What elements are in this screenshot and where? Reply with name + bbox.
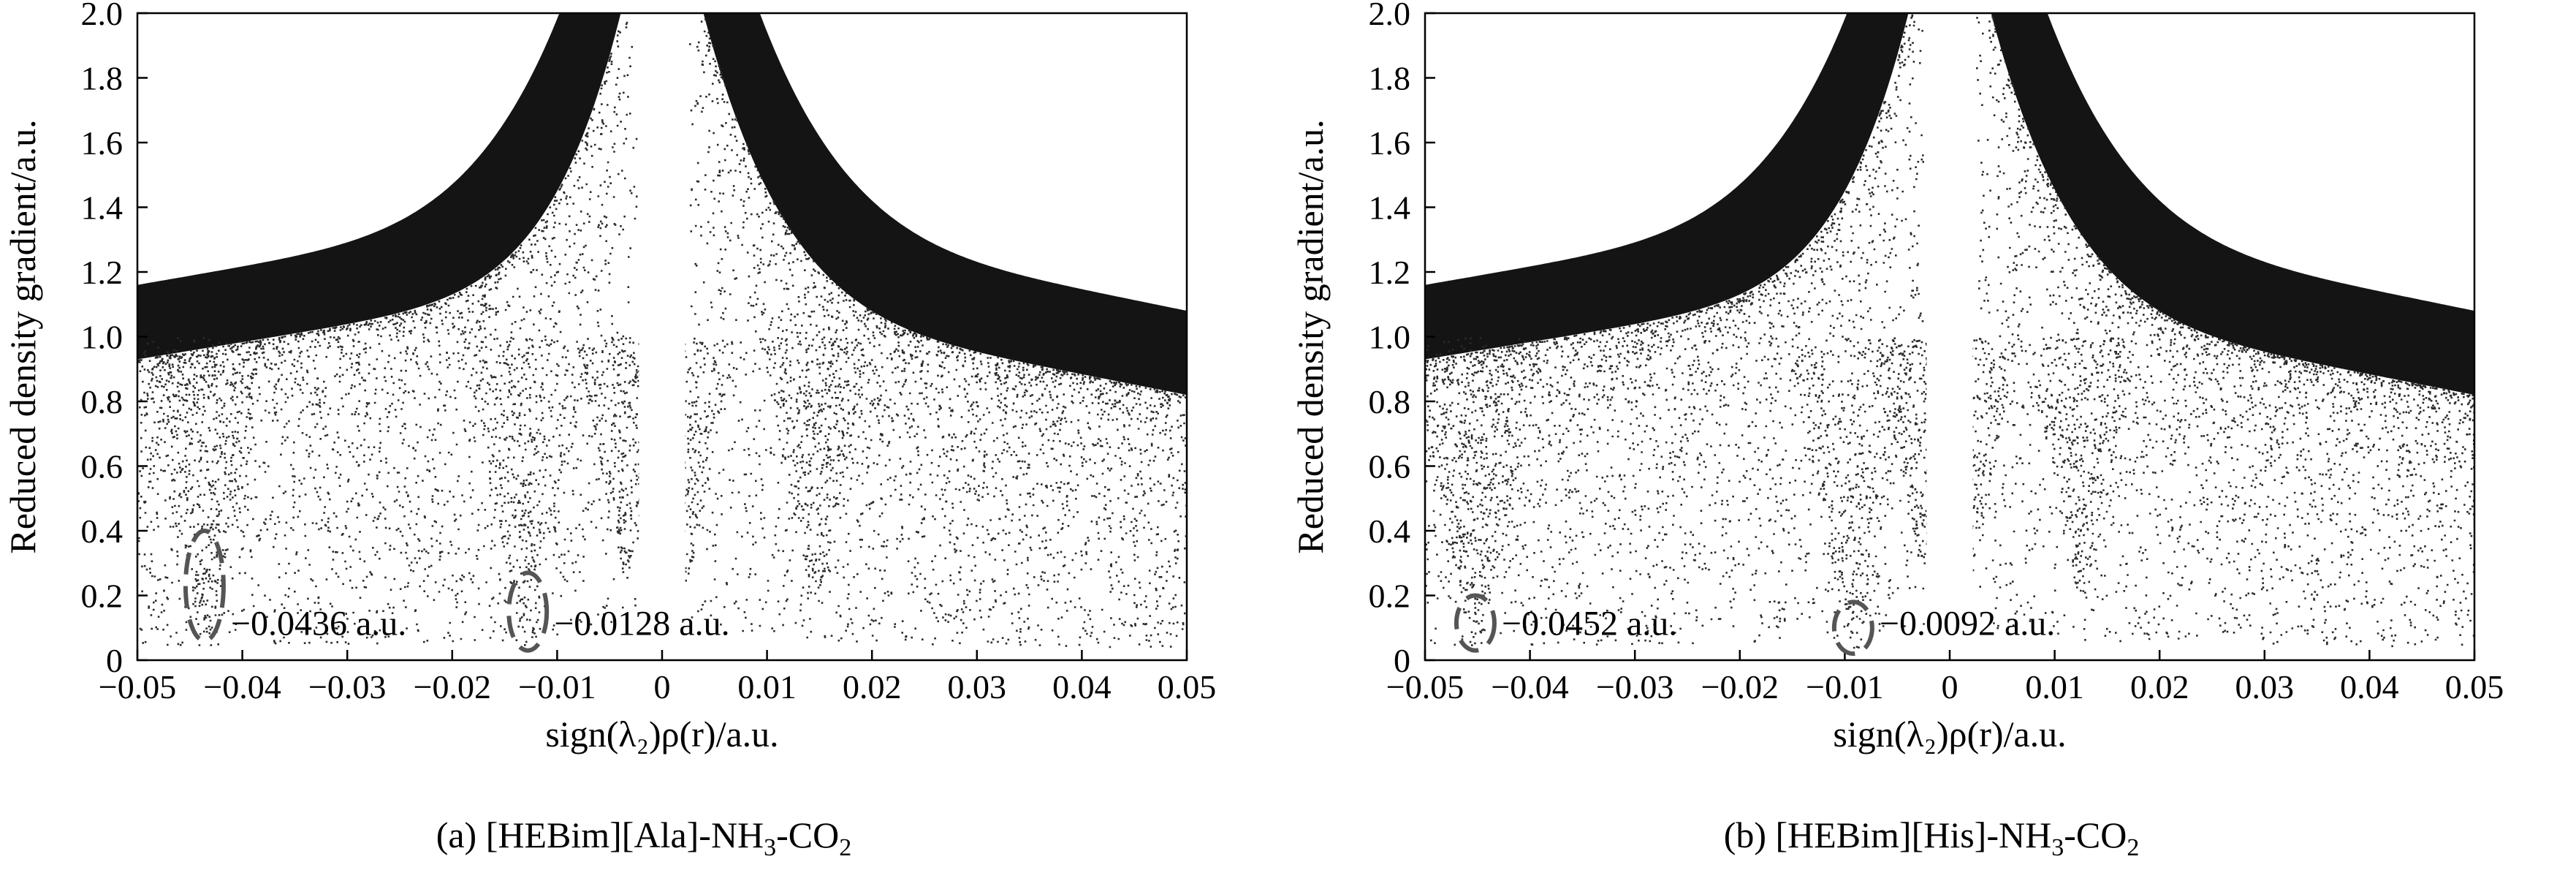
- y-tick-label: 1.2: [1369, 254, 1411, 291]
- y-tick-label: 0.6: [1369, 448, 1411, 485]
- annotation-label: −0.0452 a.u.: [1502, 604, 1677, 643]
- scatter-plot-b: −0.05 −0.04 −0.03 −0.02 −0.01 0 0.01 0.02 0.03 0.…: [1290, 0, 2504, 754]
- annotation-ellipse: [506, 570, 550, 653]
- y-tick-label: 1.8: [81, 60, 124, 97]
- scatter-points: [1425, 13, 2474, 660]
- chart-panel-b: −0.05 −0.04 −0.03 −0.02 −0.01 0 0.01 0.02 0.03 0.…: [1288, 0, 2575, 866]
- x-tick-label: −0.04: [203, 668, 281, 706]
- annotation-ellipse: [1454, 593, 1497, 653]
- x-tick-label: 0.03: [948, 668, 1007, 706]
- annotation-label: −0.0128 a.u.: [554, 604, 729, 643]
- x-tick-label: −0.03: [1596, 668, 1673, 706]
- x-tick-label: −0.01: [518, 668, 596, 706]
- y-tick-label: 1.4: [81, 189, 124, 227]
- y-tick-label: 0.6: [81, 448, 124, 485]
- y-tick-label: 1.0: [1369, 319, 1411, 356]
- x-axis-label: sign(λ₂)ρ(r)/a.u.: [1833, 714, 2066, 754]
- caption-b: (b) [HEBim][His]-NH3-CO2: [1723, 814, 2140, 861]
- y-tick-label: 0.8: [1369, 383, 1411, 420]
- x-tick-label: −0.05: [99, 668, 176, 706]
- y-tick-label: 0.4: [1369, 512, 1411, 550]
- x-tick-label: −0.05: [1386, 668, 1464, 706]
- scatter-plot-a: −0.05 −0.04 −0.03 −0.02 −0.01 0 0.01 0.02 0.03 0.…: [2, 0, 1217, 754]
- x-tick-label: 0.04: [1052, 668, 1112, 706]
- sparse-points: [1425, 13, 2474, 649]
- annotation-label: −0.0436 a.u.: [231, 604, 406, 643]
- annotation-ellipse: [1831, 599, 1874, 657]
- y-tick-label: 0.4: [81, 512, 124, 550]
- x-tick-label: 0.02: [843, 668, 902, 706]
- x-tick-label: −0.02: [414, 668, 491, 706]
- y-tick-label: 0.2: [81, 578, 124, 615]
- caption-a: (a) [HEBim][Ala]-NH3-CO2: [436, 814, 852, 861]
- y-tick-label: 1.6: [81, 124, 124, 162]
- y-tick-label: 1.4: [1369, 189, 1411, 227]
- empty-region-left: [137, 13, 560, 285]
- y-tick-label: 0.2: [1369, 578, 1411, 615]
- y-tick-label: 1.2: [81, 254, 124, 291]
- zero-gap: [1926, 13, 1973, 660]
- annotation-label: −0.0092 a.u.: [1880, 604, 2055, 643]
- x-tick-label: 0.01: [2025, 668, 2084, 706]
- empty-region-left: [1425, 13, 1847, 285]
- zero-gap: [639, 13, 685, 660]
- x-axis-label: sign(λ₂)ρ(r)/a.u.: [545, 714, 778, 754]
- annotation-ellipse: [183, 529, 226, 643]
- x-tick-label: 0.05: [2445, 668, 2504, 706]
- x-tick-label: 0.02: [2130, 668, 2189, 706]
- x-tick-label: −0.01: [1806, 668, 1883, 706]
- x-tick-label: 0: [654, 668, 671, 706]
- scatter-points: [137, 13, 1187, 660]
- y-tick-label: 1.0: [81, 319, 124, 356]
- x-tick-label: 0.03: [2235, 668, 2295, 706]
- x-tick-label: 0.01: [737, 668, 797, 706]
- x-tick-label: 0.05: [1158, 668, 1217, 706]
- x-tick-label: −0.03: [308, 668, 386, 706]
- y-tick-label: 2.0: [1369, 0, 1411, 32]
- y-tick-label: 1.8: [1369, 60, 1411, 97]
- empty-region-right: [2047, 13, 2474, 311]
- y-tick-label: 0: [106, 642, 123, 679]
- y-tick-label: 1.6: [1369, 124, 1411, 162]
- x-tick-label: −0.04: [1491, 668, 1568, 706]
- empty-region-right: [759, 13, 1187, 311]
- y-tick-label: 2.0: [81, 0, 124, 32]
- x-tick-label: 0.04: [2340, 668, 2399, 706]
- y-axis-label: Reduced density gradient/a.u.: [2, 119, 43, 553]
- x-tick-label: 0: [1942, 668, 1958, 706]
- y-tick-label: 0.8: [81, 383, 124, 420]
- x-tick-label: −0.02: [1701, 668, 1779, 706]
- y-axis-label: Reduced density gradient/a.u.: [1290, 119, 1331, 553]
- y-tick-label: 0: [1394, 642, 1410, 679]
- chart-panel-a: −0.05 −0.04 −0.03 −0.02 −0.01 0 0.01 0.02 0.03 0.…: [0, 0, 1288, 866]
